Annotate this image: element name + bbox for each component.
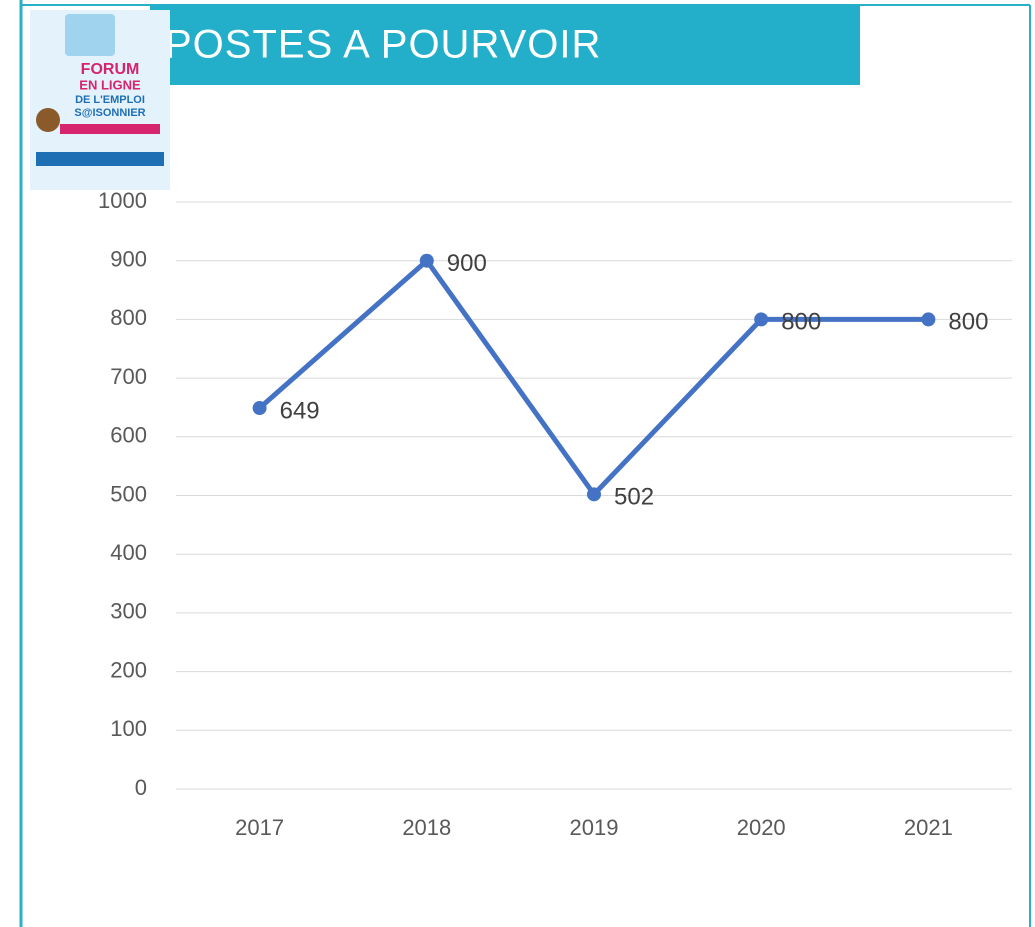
plot-area: 0 100 200 300 400 500 600 700 800 900 1000 2017 2018… [98,188,1012,840]
x-tick-label: 2020 [737,815,786,840]
poster-url [36,152,164,166]
y-tick-label: 300 [110,599,147,624]
x-tick-label: 2018 [402,815,451,840]
poster: FORUM EN LIGNE DE L'EMPLOI S@ISONNIER [30,10,170,190]
poster-text: S@ISONNIER [74,107,145,119]
y-tick-label: 800 [110,305,147,330]
x-tick-label: 2019 [570,815,619,840]
y-tick-label: 0 [135,775,147,800]
point [253,401,267,415]
y-tick-label: 100 [110,716,147,741]
data-label: 800 [948,309,988,336]
data-label: 800 [781,309,821,336]
data-label: 900 [447,250,487,277]
point [587,487,601,501]
y-tick-label: 600 [110,423,147,448]
data-label: 502 [614,484,654,511]
point [420,254,434,268]
poster-text: EN LIGNE [79,77,141,92]
data-label: 649 [280,397,320,424]
x-tick-label: 2017 [235,815,284,840]
x-tick-label: 2021 [904,815,953,840]
y-tick-label: 700 [110,364,147,389]
poster-screen [65,14,115,56]
y-tick-label: 400 [110,540,147,565]
slide-title: POSTES A POURVOIR [165,23,601,67]
poster-text: DE L'EMPLOI [75,94,145,106]
y-tick-label: 1000 [98,188,147,213]
y-tick-label: 500 [110,481,147,506]
poster-band [60,124,160,134]
y-tick-label: 200 [110,657,147,682]
poster-ant [36,108,60,132]
poster-text: FORUM [81,61,140,78]
line [260,261,929,495]
point [754,312,768,326]
slide: POSTES A POURVOIR FORUM EN LIGNE DE L'EM… [0,0,1035,927]
y-tick-label: 900 [110,247,147,272]
point [921,312,935,326]
